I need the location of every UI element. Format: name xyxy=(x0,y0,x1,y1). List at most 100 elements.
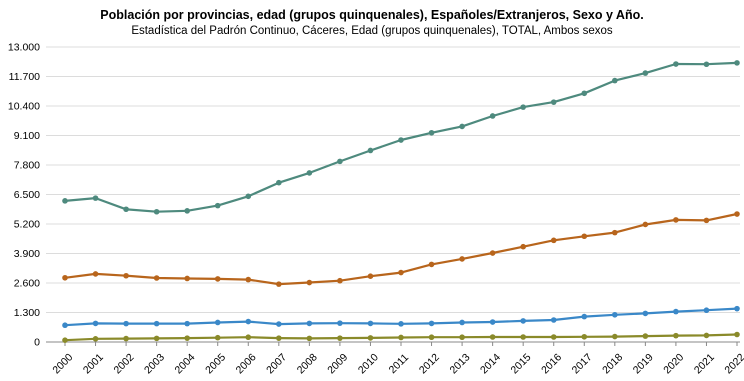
data-point xyxy=(306,279,313,286)
x-tick-label: 2011 xyxy=(387,352,412,377)
y-tick-label: 11.700 xyxy=(9,71,40,83)
x-tick-label: 2000 xyxy=(50,351,75,376)
data-point xyxy=(184,320,190,327)
y-tick-label: 3.900 xyxy=(14,248,40,260)
data-point xyxy=(123,320,129,327)
data-point xyxy=(612,311,618,318)
data-point xyxy=(581,313,588,320)
data-point xyxy=(673,332,679,339)
data-point xyxy=(550,317,557,323)
data-point xyxy=(123,335,129,342)
data-point xyxy=(153,335,160,342)
data-point xyxy=(276,335,282,341)
data-point xyxy=(489,113,496,119)
data-point xyxy=(520,104,526,110)
data-point xyxy=(62,322,68,329)
data-point xyxy=(337,158,343,165)
y-tick-label: 5.200 xyxy=(14,219,40,231)
x-tick-label: 2020 xyxy=(661,351,686,376)
data-point xyxy=(703,307,710,314)
data-point xyxy=(398,137,404,143)
x-tick-label: 2019 xyxy=(631,351,656,376)
data-point xyxy=(459,319,465,326)
data-point xyxy=(153,275,160,281)
data-point xyxy=(642,70,649,76)
data-point xyxy=(612,77,618,84)
data-point xyxy=(245,276,252,283)
data-point xyxy=(367,147,374,154)
data-point xyxy=(153,320,160,327)
data-point xyxy=(184,275,190,282)
data-point xyxy=(306,335,313,342)
data-point xyxy=(734,331,740,338)
data-point xyxy=(153,208,160,215)
data-point xyxy=(62,337,68,343)
y-tick-label: 10.400 xyxy=(8,101,40,113)
data-point xyxy=(62,198,68,204)
data-point xyxy=(703,217,710,224)
y-tick-label: 6.500 xyxy=(14,189,40,201)
data-point xyxy=(123,272,129,279)
data-point xyxy=(673,61,679,67)
data-point xyxy=(550,99,557,105)
x-tick-label: 2014 xyxy=(478,351,503,376)
x-tick-label: 2016 xyxy=(539,351,564,376)
data-point xyxy=(550,334,557,340)
data-point xyxy=(62,274,68,281)
x-tick-label: 2017 xyxy=(570,351,595,376)
data-point xyxy=(459,256,465,262)
data-point xyxy=(642,221,649,228)
data-point xyxy=(612,229,618,236)
y-tick-label: 1.300 xyxy=(14,307,40,319)
x-tick-label: 2001 xyxy=(81,351,106,376)
data-point xyxy=(520,334,526,340)
x-tick-label: 2004 xyxy=(173,351,198,376)
data-point xyxy=(550,237,557,244)
chart-subtitle: Estadística del Padrón Continuo, Cáceres… xyxy=(131,25,613,37)
data-point xyxy=(245,193,252,200)
x-tick-label: 2003 xyxy=(142,351,167,376)
data-point xyxy=(520,243,526,250)
data-point xyxy=(276,321,282,327)
x-tick-label: 2015 xyxy=(509,351,534,376)
data-point xyxy=(214,202,221,209)
data-point xyxy=(214,334,221,341)
data-point xyxy=(337,277,343,284)
data-point xyxy=(184,208,190,214)
data-point xyxy=(520,318,526,324)
data-point xyxy=(581,90,588,97)
data-point xyxy=(734,211,740,217)
x-tick-label: 2012 xyxy=(417,351,442,376)
data-point xyxy=(337,320,343,326)
chart-title: Población por provincias, edad (grupos q… xyxy=(100,8,644,22)
data-point xyxy=(459,123,465,130)
x-tick-label: 2013 xyxy=(447,351,472,376)
data-point xyxy=(245,318,252,325)
y-tick-label: 2.600 xyxy=(14,278,40,290)
data-point xyxy=(673,217,679,223)
data-point xyxy=(459,334,465,341)
data-point xyxy=(703,61,710,68)
data-point xyxy=(92,271,99,277)
data-point xyxy=(489,334,496,340)
data-point xyxy=(428,129,435,136)
data-point xyxy=(123,206,129,213)
x-tick-label: 2006 xyxy=(234,351,259,376)
data-point xyxy=(489,250,496,256)
data-point xyxy=(612,333,618,340)
data-point xyxy=(276,179,282,186)
data-point xyxy=(367,335,374,341)
x-tick-label: 2010 xyxy=(356,351,381,376)
x-tick-label: 2018 xyxy=(600,351,625,376)
data-point xyxy=(398,321,404,327)
data-point xyxy=(428,261,435,268)
x-tick-label: 2009 xyxy=(325,351,350,376)
y-tick-label: 0 xyxy=(34,337,40,349)
data-point xyxy=(276,281,282,287)
data-point xyxy=(398,334,404,341)
y-tick-label: 7.800 xyxy=(14,160,40,172)
x-tick-label: 2021 xyxy=(692,351,717,376)
data-point xyxy=(428,320,435,327)
data-point xyxy=(214,319,221,326)
data-point xyxy=(734,305,740,312)
